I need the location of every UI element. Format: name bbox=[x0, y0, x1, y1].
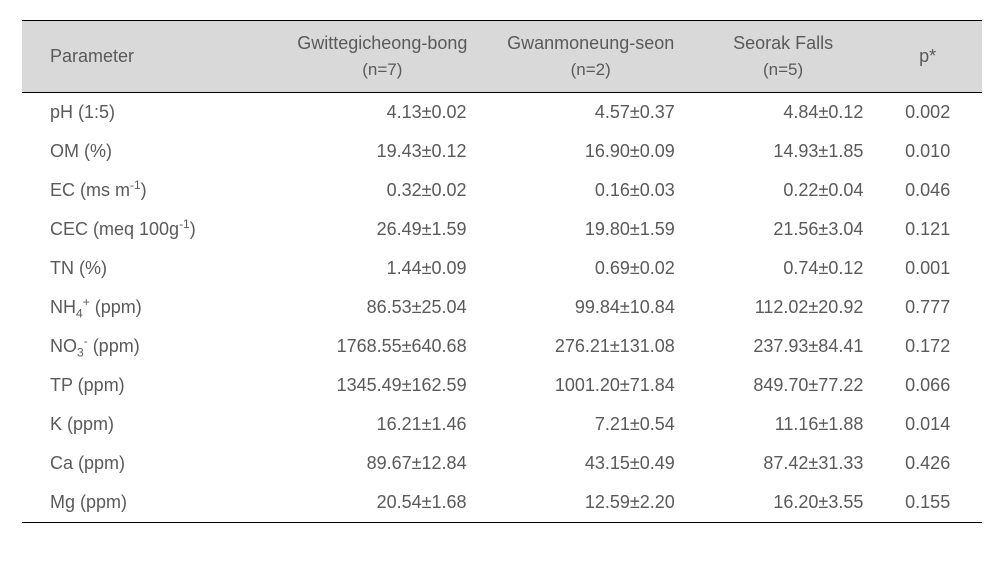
header-label: Parameter bbox=[50, 46, 134, 66]
cell-seorak: 112.02±20.92 bbox=[695, 288, 874, 327]
cell-gwanmoneung: 12.59±2.20 bbox=[487, 483, 695, 523]
cell-gwanmoneung: 1001.20±71.84 bbox=[487, 366, 695, 405]
cell-gwittegicheong: 26.49±1.59 bbox=[278, 210, 487, 249]
cell-seorak: 11.16±1.88 bbox=[695, 405, 874, 444]
cell-gwittegicheong: 0.32±0.02 bbox=[278, 171, 487, 210]
cell-seorak: 87.42±31.33 bbox=[695, 444, 874, 483]
cell-parameter: CEC (meq 100g-1) bbox=[22, 210, 278, 249]
cell-parameter: K (ppm) bbox=[22, 405, 278, 444]
cell-seorak: 237.93±84.41 bbox=[695, 327, 874, 366]
cell-parameter: pH (1:5) bbox=[22, 93, 278, 133]
cell-gwittegicheong: 20.54±1.68 bbox=[278, 483, 487, 523]
cell-gwanmoneung: 0.69±0.02 bbox=[487, 249, 695, 288]
cell-seorak: 21.56±3.04 bbox=[695, 210, 874, 249]
cell-gwanmoneung: 43.15±0.49 bbox=[487, 444, 695, 483]
header-sub: (n=2) bbox=[495, 60, 687, 80]
table-row: K (ppm)16.21±1.467.21±0.5411.16±1.880.01… bbox=[22, 405, 982, 444]
cell-gwanmoneung: 99.84±10.84 bbox=[487, 288, 695, 327]
soil-parameters-table: Parameter Gwittegicheong-bong (n=7) Gwan… bbox=[22, 20, 982, 523]
cell-gwanmoneung: 0.16±0.03 bbox=[487, 171, 695, 210]
header-parameter: Parameter bbox=[22, 21, 278, 93]
cell-pvalue: 0.777 bbox=[873, 288, 982, 327]
table-row: EC (ms m-1)0.32±0.020.16±0.030.22±0.040.… bbox=[22, 171, 982, 210]
cell-parameter: EC (ms m-1) bbox=[22, 171, 278, 210]
table-row: NO3- (ppm)1768.55±640.68276.21±131.08237… bbox=[22, 327, 982, 366]
cell-seorak: 16.20±3.55 bbox=[695, 483, 874, 523]
table-row: pH (1:5)4.13±0.024.57±0.374.84±0.120.002 bbox=[22, 93, 982, 133]
table-row: Mg (ppm)20.54±1.6812.59±2.2016.20±3.550.… bbox=[22, 483, 982, 523]
cell-pvalue: 0.121 bbox=[873, 210, 982, 249]
header-label: p* bbox=[919, 46, 936, 66]
cell-pvalue: 0.155 bbox=[873, 483, 982, 523]
cell-pvalue: 0.002 bbox=[873, 93, 982, 133]
header-label: Gwittegicheong-bong bbox=[297, 33, 467, 53]
table-row: CEC (meq 100g-1)26.49±1.5919.80±1.5921.5… bbox=[22, 210, 982, 249]
cell-gwittegicheong: 86.53±25.04 bbox=[278, 288, 487, 327]
cell-seorak: 0.74±0.12 bbox=[695, 249, 874, 288]
cell-gwittegicheong: 1.44±0.09 bbox=[278, 249, 487, 288]
cell-gwanmoneung: 4.57±0.37 bbox=[487, 93, 695, 133]
cell-parameter: Ca (ppm) bbox=[22, 444, 278, 483]
cell-seorak: 14.93±1.85 bbox=[695, 132, 874, 171]
cell-seorak: 0.22±0.04 bbox=[695, 171, 874, 210]
cell-pvalue: 0.046 bbox=[873, 171, 982, 210]
table-row: NH4+ (ppm)86.53±25.0499.84±10.84112.02±2… bbox=[22, 288, 982, 327]
cell-seorak: 849.70±77.22 bbox=[695, 366, 874, 405]
cell-pvalue: 0.172 bbox=[873, 327, 982, 366]
header-seorak: Seorak Falls (n=5) bbox=[695, 21, 874, 93]
cell-parameter: NH4+ (ppm) bbox=[22, 288, 278, 327]
cell-gwittegicheong: 4.13±0.02 bbox=[278, 93, 487, 133]
cell-seorak: 4.84±0.12 bbox=[695, 93, 874, 133]
table-row: TP (ppm)1345.49±162.591001.20±71.84849.7… bbox=[22, 366, 982, 405]
cell-gwanmoneung: 7.21±0.54 bbox=[487, 405, 695, 444]
cell-pvalue: 0.014 bbox=[873, 405, 982, 444]
cell-parameter: TP (ppm) bbox=[22, 366, 278, 405]
header-pvalue: p* bbox=[873, 21, 982, 93]
header-label: Seorak Falls bbox=[733, 33, 833, 53]
cell-pvalue: 0.001 bbox=[873, 249, 982, 288]
cell-gwittegicheong: 89.67±12.84 bbox=[278, 444, 487, 483]
header-sub: (n=7) bbox=[286, 60, 479, 80]
cell-gwittegicheong: 19.43±0.12 bbox=[278, 132, 487, 171]
table-row: Ca (ppm)89.67±12.8443.15±0.4987.42±31.33… bbox=[22, 444, 982, 483]
cell-pvalue: 0.426 bbox=[873, 444, 982, 483]
table-body: pH (1:5)4.13±0.024.57±0.374.84±0.120.002… bbox=[22, 93, 982, 523]
header-gwanmoneung: Gwanmoneung-seon (n=2) bbox=[487, 21, 695, 93]
cell-gwittegicheong: 1768.55±640.68 bbox=[278, 327, 487, 366]
cell-gwanmoneung: 16.90±0.09 bbox=[487, 132, 695, 171]
header-gwittegicheong: Gwittegicheong-bong (n=7) bbox=[278, 21, 487, 93]
table-row: OM (%)19.43±0.1216.90±0.0914.93±1.850.01… bbox=[22, 132, 982, 171]
cell-parameter: Mg (ppm) bbox=[22, 483, 278, 523]
table-row: TN (%)1.44±0.090.69±0.020.74±0.120.001 bbox=[22, 249, 982, 288]
cell-pvalue: 0.066 bbox=[873, 366, 982, 405]
header-sub: (n=5) bbox=[703, 60, 864, 80]
cell-gwittegicheong: 16.21±1.46 bbox=[278, 405, 487, 444]
cell-pvalue: 0.010 bbox=[873, 132, 982, 171]
header-label: Gwanmoneung-seon bbox=[507, 33, 674, 53]
cell-gwanmoneung: 276.21±131.08 bbox=[487, 327, 695, 366]
cell-gwanmoneung: 19.80±1.59 bbox=[487, 210, 695, 249]
cell-gwittegicheong: 1345.49±162.59 bbox=[278, 366, 487, 405]
cell-parameter: NO3- (ppm) bbox=[22, 327, 278, 366]
table-header: Parameter Gwittegicheong-bong (n=7) Gwan… bbox=[22, 21, 982, 93]
cell-parameter: TN (%) bbox=[22, 249, 278, 288]
cell-parameter: OM (%) bbox=[22, 132, 278, 171]
